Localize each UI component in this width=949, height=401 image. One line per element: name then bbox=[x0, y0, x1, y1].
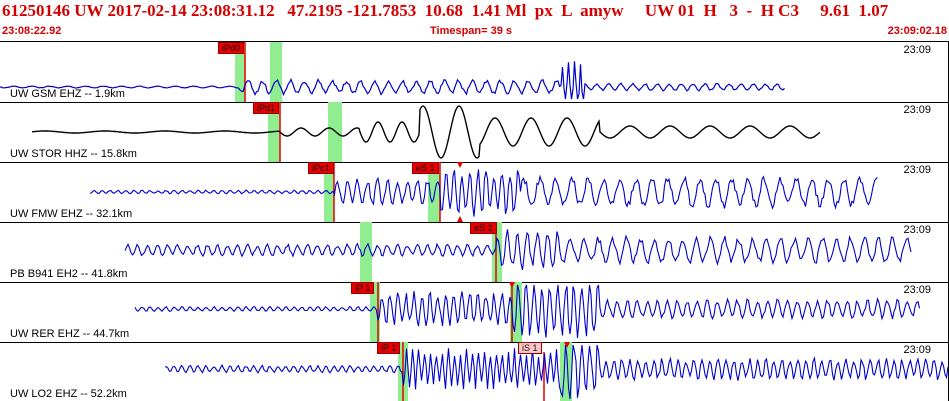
station-label: UW STOR HHZ -- 15.8km bbox=[10, 148, 137, 160]
pick-arrow-up bbox=[457, 216, 463, 222]
trace-plot bbox=[134, 282, 921, 342]
time-marker: 23:09 bbox=[903, 224, 931, 236]
trace-plot bbox=[89, 162, 878, 222]
trace-row[interactable]: iP 1 23:09 UW RER EHZ -- 44.7km bbox=[0, 282, 949, 343]
event-header: 61250146 UW 2017-02-14 23:08:31.12 47.21… bbox=[0, 0, 949, 40]
station-label: UW GSM EHZ -- 1.9km bbox=[10, 88, 125, 100]
seismogram-trace bbox=[164, 344, 949, 400]
waveform-panel[interactable]: iPd0 23:09 UW GSM EHZ -- 1.9km iPd1 23:0… bbox=[0, 41, 949, 401]
pick-window bbox=[270, 42, 282, 102]
seismogram-trace bbox=[31, 105, 821, 159]
time-marker: 23:09 bbox=[903, 104, 931, 116]
time-marker: 23:09 bbox=[903, 344, 931, 356]
pick-label[interactable]: iPd0 bbox=[218, 42, 245, 54]
station-label: UW RER EHZ -- 44.7km bbox=[10, 328, 130, 340]
trace-row[interactable]: iP 1 iS 1 23:09 UW LO2 EHZ -- 52.2km bbox=[0, 342, 949, 401]
trace-row[interactable]: eS 2 23:09 PB B941 EH2 -- 41.8km bbox=[0, 222, 949, 283]
end-time: 23:09:02.18 bbox=[887, 25, 947, 37]
trace-row[interactable]: iPc1 eS 1 23:09 UW FMW EHZ -- 32.1km bbox=[0, 162, 949, 223]
seismogram-trace bbox=[0, 61, 785, 100]
seismogram-trace bbox=[124, 229, 912, 271]
time-marker: 23:09 bbox=[903, 284, 931, 296]
time-marker: 23:09 bbox=[903, 44, 931, 56]
pick-label[interactable]: iPc1 bbox=[308, 162, 334, 174]
trace-row[interactable]: iPd0 23:09 UW GSM EHZ -- 1.9km bbox=[0, 42, 949, 103]
pick-window bbox=[370, 282, 380, 342]
pick-arrow-down bbox=[509, 282, 515, 288]
pick-arrow-down bbox=[457, 162, 463, 168]
station-label: UW FMW EHZ -- 32.1km bbox=[10, 208, 133, 220]
pick-window bbox=[492, 222, 502, 282]
pick-label[interactable]: iPd1 bbox=[253, 102, 280, 114]
pick-window bbox=[428, 162, 440, 222]
pick-window bbox=[360, 222, 372, 282]
trace-plot bbox=[31, 102, 821, 162]
pick-arrow-down bbox=[564, 342, 570, 348]
timespan-label: Timespan= 39 s bbox=[430, 25, 513, 37]
station-label: PB B941 EH2 -- 41.8km bbox=[10, 268, 128, 280]
pick-label[interactable]: eS 1 bbox=[412, 162, 439, 174]
pick-window bbox=[324, 162, 334, 222]
pick-window bbox=[235, 42, 245, 102]
trace-row[interactable]: iPd1 23:09 UW STOR HHZ -- 15.8km bbox=[0, 102, 949, 163]
pick-label[interactable]: iS 1 bbox=[518, 342, 542, 354]
pick-label[interactable]: iP 1 bbox=[351, 282, 375, 294]
trace-plot bbox=[164, 342, 949, 401]
station-label: UW LO2 EHZ -- 52.2km bbox=[10, 388, 127, 400]
seismogram-trace bbox=[134, 284, 921, 339]
seismogram-trace bbox=[89, 169, 878, 217]
start-time: 23:08:22.92 bbox=[2, 25, 62, 37]
time-marker: 23:09 bbox=[903, 164, 931, 176]
pick-label[interactable]: eS 2 bbox=[470, 222, 497, 234]
event-info-line: 61250146 UW 2017-02-14 23:08:31.12 47.21… bbox=[2, 1, 889, 20]
trace-plot bbox=[0, 42, 785, 102]
pick-label[interactable]: iP 1 bbox=[377, 342, 401, 354]
